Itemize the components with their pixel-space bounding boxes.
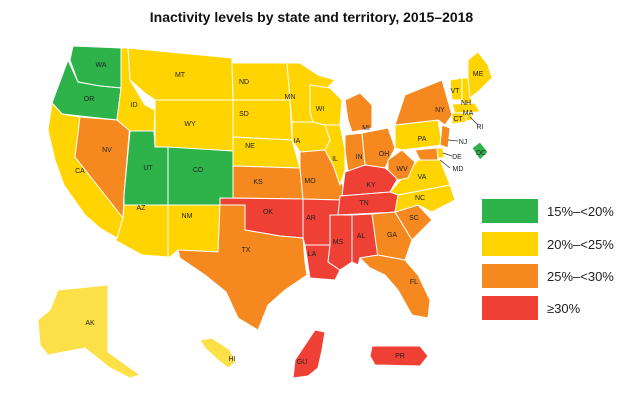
leader-line-de bbox=[442, 152, 453, 157]
label-wi: WI bbox=[316, 106, 325, 113]
label-me: ME bbox=[473, 71, 484, 78]
label-in: IN bbox=[356, 154, 363, 161]
label-nv: NV bbox=[102, 147, 112, 154]
label-or: OR bbox=[84, 96, 95, 103]
map-title: Inactivity levels by state and territory… bbox=[149, 9, 474, 25]
legend-label-0: 15%–<20% bbox=[547, 204, 614, 219]
label-oh: OH bbox=[379, 151, 390, 158]
label-wv: WV bbox=[396, 166, 408, 173]
label-nj: NJ bbox=[459, 139, 468, 146]
state-ia bbox=[291, 121, 331, 153]
label-mn: MN bbox=[285, 94, 296, 101]
state-nj bbox=[439, 124, 451, 149]
leader-line-md bbox=[439, 159, 451, 169]
label-ak: AK bbox=[85, 320, 95, 327]
state-il bbox=[324, 124, 346, 187]
label-ok: OK bbox=[263, 209, 273, 216]
label-mt: MT bbox=[175, 72, 186, 79]
leader-line-nj bbox=[447, 139, 459, 142]
label-de: DE bbox=[452, 154, 462, 161]
state-co bbox=[167, 146, 234, 206]
label-pa: PA bbox=[418, 136, 427, 143]
label-az: AZ bbox=[137, 205, 147, 212]
label-id: ID bbox=[131, 102, 138, 109]
label-sd: SD bbox=[239, 111, 249, 118]
label-ia: IA bbox=[294, 138, 301, 145]
state-sd bbox=[232, 99, 293, 141]
legend-label-1: 20%–<25% bbox=[547, 237, 614, 252]
state-labels: WA OR CA NV ID MT WY UT CO AZ NM ND SD N… bbox=[75, 62, 486, 366]
label-nh: NH bbox=[461, 100, 471, 107]
label-fl: FL bbox=[410, 279, 418, 286]
legend-swatch-0 bbox=[482, 199, 538, 223]
state-pr bbox=[369, 345, 429, 367]
legend-swatch-2 bbox=[482, 264, 538, 288]
state-ks bbox=[232, 165, 304, 200]
label-ma: MA bbox=[463, 110, 474, 117]
state-ma bbox=[451, 102, 481, 114]
label-nd: ND bbox=[239, 79, 249, 86]
label-ms: MS bbox=[333, 239, 344, 246]
leader-line-ri bbox=[469, 116, 479, 126]
label-ga: GA bbox=[387, 232, 397, 239]
label-va: VA bbox=[418, 174, 427, 181]
state-ak bbox=[37, 284, 142, 379]
state-az bbox=[114, 204, 169, 258]
state-hi bbox=[199, 337, 237, 369]
state-md bbox=[414, 147, 439, 161]
state-ne bbox=[232, 136, 301, 169]
label-mo: MO bbox=[304, 178, 316, 185]
label-ca: CA bbox=[75, 168, 85, 175]
label-ky: KY bbox=[366, 182, 376, 189]
state-me bbox=[467, 51, 493, 99]
legend-swatch-3 bbox=[482, 296, 538, 320]
state-ct bbox=[451, 112, 467, 125]
label-vt: VT bbox=[451, 88, 461, 95]
state-dc bbox=[471, 141, 489, 161]
label-ne: NE bbox=[245, 143, 255, 150]
state-wi bbox=[309, 84, 343, 126]
label-co: CO bbox=[193, 167, 204, 174]
state-tx bbox=[177, 204, 308, 331]
state-fl bbox=[358, 254, 431, 319]
legend-label-3: ≥30% bbox=[547, 301, 581, 316]
label-ri: RI bbox=[477, 124, 484, 131]
state-mi bbox=[344, 92, 373, 133]
label-pr: PR bbox=[395, 353, 405, 360]
label-nc: NC bbox=[415, 195, 425, 202]
label-gu: GU bbox=[297, 359, 308, 366]
state-gu bbox=[292, 329, 326, 379]
label-il: IL bbox=[332, 156, 338, 163]
label-dc: DC bbox=[476, 150, 486, 157]
label-la: LA bbox=[308, 251, 317, 258]
label-ks: KS bbox=[253, 179, 263, 186]
state-ny bbox=[394, 79, 453, 126]
label-ny: NY bbox=[435, 107, 445, 114]
label-wy: WY bbox=[184, 121, 196, 128]
label-nm: NM bbox=[182, 213, 193, 220]
label-ct: CT bbox=[453, 116, 463, 123]
label-wa: WA bbox=[95, 62, 106, 69]
label-mi: MI bbox=[362, 125, 370, 132]
legend-swatch-1 bbox=[482, 232, 538, 256]
legend-label-2: 25%–<30% bbox=[547, 269, 614, 284]
label-hi: HI bbox=[229, 356, 236, 363]
label-ut: UT bbox=[143, 165, 153, 172]
label-tx: TX bbox=[242, 247, 251, 254]
label-al: AL bbox=[357, 233, 366, 240]
label-tn: TN bbox=[359, 200, 368, 207]
label-sc: SC bbox=[409, 215, 419, 222]
label-md: MD bbox=[453, 166, 464, 173]
label-ar: AR bbox=[306, 215, 316, 222]
state-nm bbox=[167, 204, 221, 258]
state-ri bbox=[465, 112, 473, 122]
